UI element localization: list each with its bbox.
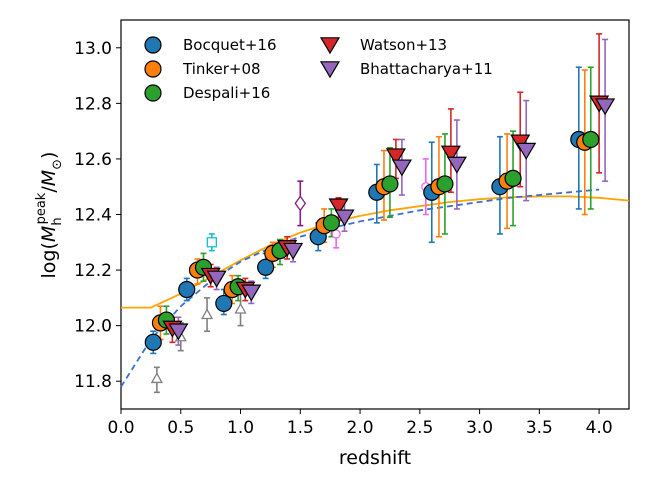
x-tick-label: 1.5 [287,418,314,438]
x-axis: 0.0 0.5 1.0 1.5 2.0 2.5 3.0 3.5 4.0 [107,409,613,438]
bhattacharya-11-point [241,284,262,302]
watson-13-point [440,145,461,163]
bhattacharya-11-point [446,156,467,174]
dashed-fit-curve [120,188,600,388]
y-label-sub: h [50,217,65,225]
x-tick-label: 0.5 [167,418,194,438]
y-label-m: M [38,226,60,242]
x-tick-label: 1.0 [227,418,254,438]
despali-16-point [381,175,399,193]
y-tick-label: 11.8 [74,372,112,392]
bhattacharya-11-point [283,242,304,260]
y-tick-label: 12.6 [74,150,112,170]
bhattacharya-11-point [516,142,537,160]
x-tick-label: 3.5 [526,418,553,438]
x-axis-label: redshift [339,447,411,469]
legend: Bocquet+16 Tinker+08 Despali+16 Watson+13 Bh… [144,36,493,102]
bocquet-16-point [144,333,162,351]
y-axis-label: log(Mhpeak/M⊙) [34,152,65,279]
y-tick-label: 12.0 [74,317,112,337]
watson-13-point [510,134,531,152]
y-axis: 11.8 12.0 12.2 12.4 12.6 12.8 13.0 [74,39,121,392]
legend-bocquet-16-label: Bocquet+16 [183,36,277,54]
x-tick-label: 4.0 [586,418,613,438]
bocquet-16-point [215,294,233,313]
x-tick-label: 2.5 [406,418,433,438]
legend-bocquet-16-marker [144,36,162,54]
extra-triangle-up-open-point [200,308,214,320]
legend-bhattacharya-11-label: Bhattacharya+11 [360,60,493,78]
solid-fit-curve [121,195,630,309]
legend-tinker-08-marker [144,60,162,78]
legend-watson-13-marker [319,37,341,55]
y-tick-label: 12.4 [74,206,112,226]
y-label-msun: M [38,170,60,186]
bhattacharya-11-point [168,323,189,341]
extra-diamond-open-point [294,195,307,212]
y-label-sup: peak [34,192,49,224]
legend-tinker-08-label: Tinker+08 [182,60,261,78]
extra-square-open-point [206,237,217,248]
bhattacharya-11-point [391,159,412,177]
bhattacharya-11-point [206,270,227,288]
x-tick-label: 3.0 [466,418,493,438]
y-label-close: ) [38,152,60,159]
fit-curves [120,188,630,388]
extra-triangle-up-open-point [234,302,247,314]
despali-16-point [582,130,600,149]
bocquet-16-point [257,258,275,276]
legend-watson-13-label: Watson+13 [360,36,447,54]
extra-triangle-up-open-point [150,372,163,384]
legend-despali-16-label: Despali+16 [183,84,270,102]
bhattacharya-11-point [334,209,355,227]
watson-13-point [385,148,406,166]
y-label-slash: / [38,186,60,193]
y-tick-label: 13.0 [74,39,112,59]
y-tick-label: 12.2 [74,261,112,281]
bhattacharya-11-point [595,98,616,116]
plot-area [120,19,630,410]
y-tick-label: 12.8 [74,94,112,114]
x-tick-label: 0.0 [107,418,134,438]
y-label-sun: ⊙ [50,159,65,170]
despali-16-point [322,214,340,232]
despali-16-point [504,169,522,187]
legend-despali-16-marker [144,84,162,102]
bocquet-16-point [178,280,196,299]
y-label-main: log( [38,242,60,278]
legend-bhattacharya-11-marker [319,61,341,79]
data-markers [144,95,616,384]
plot-frame [120,19,630,410]
despali-16-point [436,175,454,193]
watson-13-point [328,198,349,216]
x-tick-label: 2.0 [347,418,374,438]
